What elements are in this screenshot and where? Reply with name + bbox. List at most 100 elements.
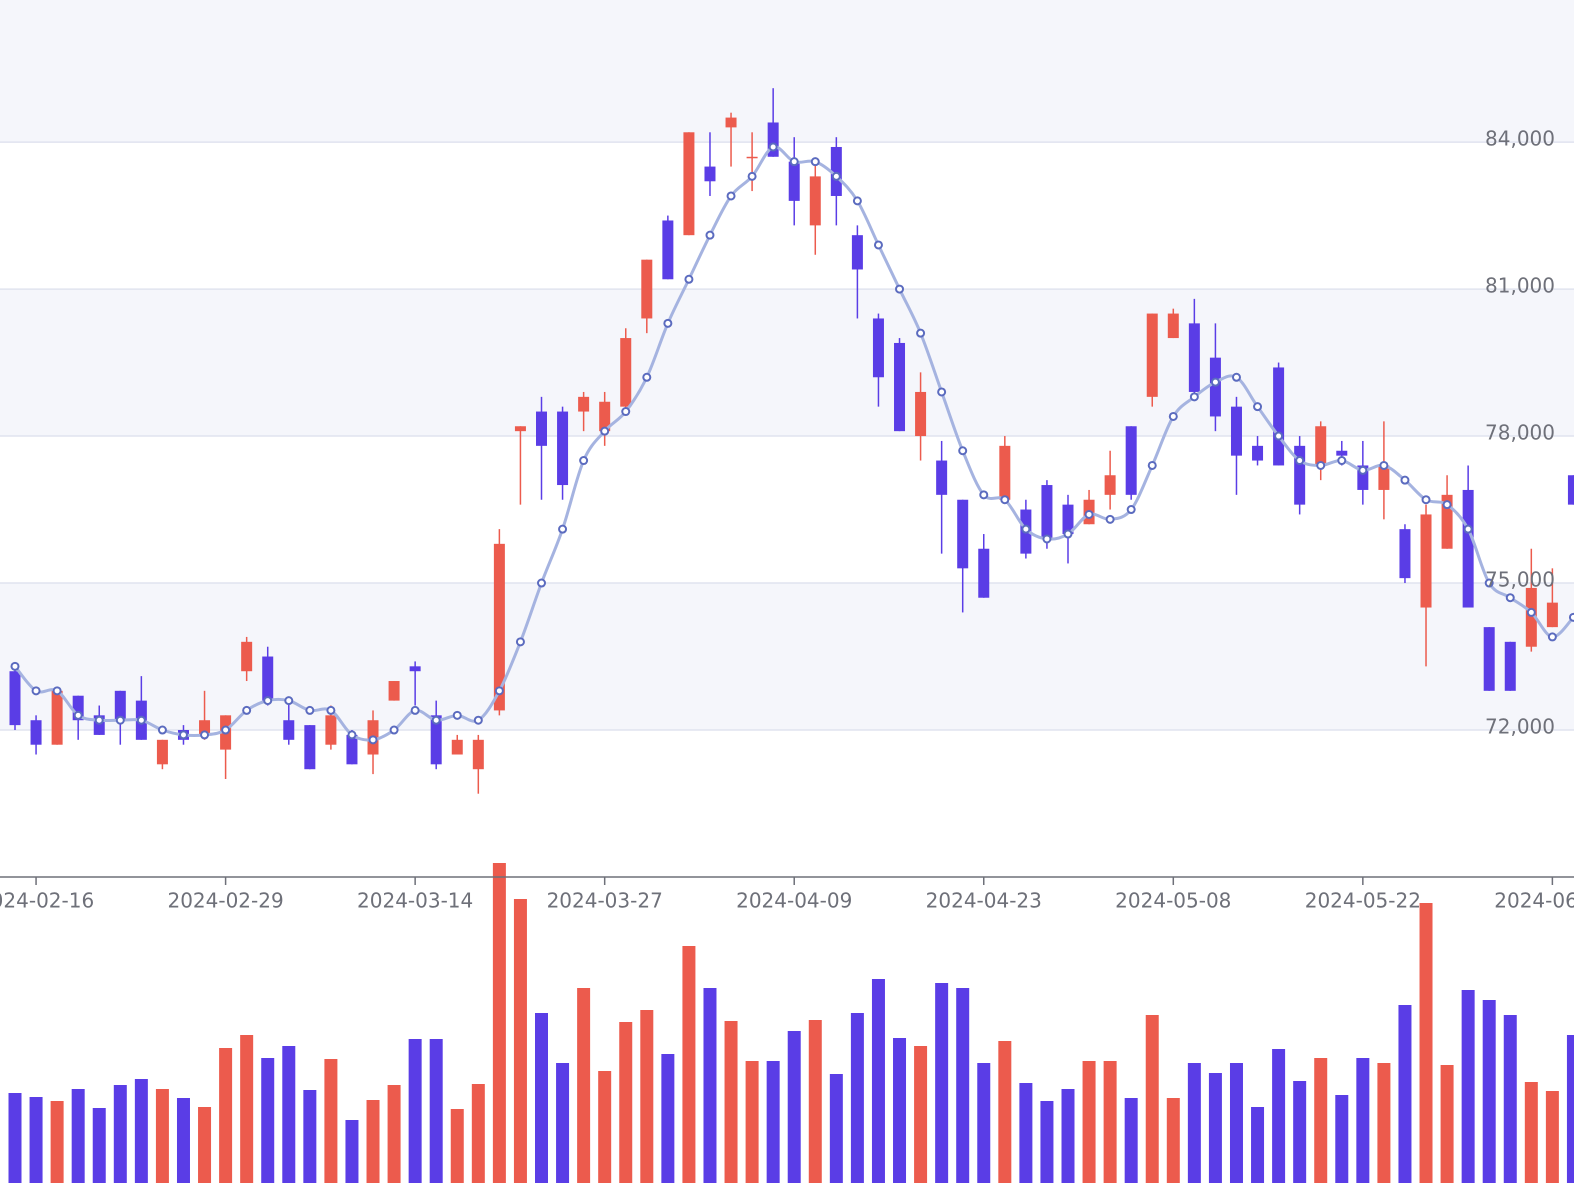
volume-bar bbox=[324, 1059, 338, 1183]
volume-bar bbox=[1566, 1035, 1574, 1183]
volume-bar bbox=[682, 946, 696, 1183]
volume-bar bbox=[850, 1013, 864, 1183]
volume-bar bbox=[219, 1048, 233, 1183]
volume-bar bbox=[808, 1020, 822, 1183]
candle-body bbox=[304, 725, 316, 770]
ma-point bbox=[726, 191, 736, 201]
candle-body bbox=[514, 426, 526, 432]
volume-bar bbox=[1377, 1063, 1391, 1183]
ma-point bbox=[515, 637, 525, 647]
ma-point bbox=[494, 686, 504, 696]
y-tick-label: 72,000 bbox=[1485, 715, 1555, 739]
y-tick-label: 75,000 bbox=[1485, 568, 1555, 592]
ma-point bbox=[1358, 465, 1368, 475]
ma-point bbox=[347, 730, 357, 740]
y-tick-label: 78,000 bbox=[1485, 421, 1555, 445]
ma-point bbox=[810, 157, 820, 167]
candle-body bbox=[51, 690, 63, 745]
volume-bar bbox=[1545, 1091, 1559, 1183]
ma-point bbox=[1231, 372, 1241, 382]
candle-body bbox=[1441, 494, 1453, 549]
volume-bar bbox=[450, 1109, 464, 1183]
candle-body bbox=[1252, 445, 1264, 461]
ma-point bbox=[1484, 578, 1494, 588]
x-tick-label: 2024-04-23 bbox=[926, 889, 1042, 913]
candle-body bbox=[1399, 529, 1411, 579]
ma-point bbox=[1547, 632, 1557, 642]
candle-body bbox=[1294, 445, 1306, 505]
candle-body bbox=[1504, 641, 1516, 691]
candle-body bbox=[683, 132, 695, 236]
ma-point bbox=[1505, 593, 1515, 603]
candle-body bbox=[851, 235, 863, 270]
candle-body bbox=[241, 641, 253, 672]
ma-point bbox=[1400, 475, 1410, 485]
candle-body bbox=[114, 690, 126, 721]
candle-body bbox=[1378, 465, 1390, 490]
volume-bar bbox=[1503, 1015, 1517, 1183]
ma-point bbox=[937, 387, 947, 397]
volume-bar bbox=[703, 988, 717, 1183]
candle-body bbox=[262, 656, 274, 701]
candle-body bbox=[93, 715, 105, 735]
ma-point bbox=[94, 715, 104, 725]
volume-bar bbox=[1229, 1063, 1243, 1183]
candle-body bbox=[536, 411, 547, 446]
x-tick-label: 2024-05-22 bbox=[1305, 889, 1421, 913]
ma-point bbox=[958, 446, 968, 456]
ma-point bbox=[1021, 524, 1031, 534]
volume-bar bbox=[408, 1039, 422, 1183]
volume-bar bbox=[345, 1120, 359, 1183]
grid-band bbox=[0, 289, 1574, 437]
candle-body bbox=[662, 220, 674, 280]
volume-bar bbox=[829, 1074, 843, 1183]
ma-point bbox=[1063, 529, 1073, 539]
ma-point bbox=[368, 735, 378, 745]
ma-point bbox=[10, 661, 20, 671]
candle-body bbox=[409, 666, 421, 672]
volume-bar bbox=[1061, 1089, 1075, 1183]
ma-point bbox=[663, 318, 673, 328]
candle-body bbox=[641, 259, 653, 319]
candle-body bbox=[1188, 323, 1200, 392]
ma-point bbox=[579, 456, 589, 466]
ma-point bbox=[410, 705, 420, 715]
candle-body bbox=[1315, 426, 1327, 466]
ma-point bbox=[916, 328, 926, 338]
candle-body bbox=[346, 734, 358, 765]
candle-body bbox=[1462, 489, 1474, 608]
volume-bar bbox=[1040, 1101, 1054, 1183]
candle-body bbox=[999, 445, 1011, 500]
ma-point bbox=[684, 274, 694, 284]
volume-bar bbox=[1524, 1082, 1538, 1183]
volume-bar bbox=[176, 1098, 190, 1183]
candle-body bbox=[30, 720, 42, 745]
candle-body bbox=[872, 318, 884, 378]
volume-bar bbox=[766, 1061, 780, 1183]
ma-point bbox=[747, 171, 757, 181]
candle-body bbox=[915, 391, 927, 437]
candle-body bbox=[493, 543, 505, 711]
y-tick-label: 84,000 bbox=[1485, 127, 1555, 151]
volume-bar bbox=[50, 1101, 64, 1183]
ma-point bbox=[621, 407, 631, 417]
ma-point bbox=[1210, 377, 1220, 387]
grid-band bbox=[0, 583, 1574, 731]
volume-bar bbox=[619, 1022, 633, 1183]
volume-bar bbox=[303, 1090, 317, 1183]
volume-bar bbox=[1019, 1083, 1033, 1183]
candle-body bbox=[1146, 313, 1158, 397]
ma-point bbox=[831, 171, 841, 181]
candle-body bbox=[1209, 357, 1221, 417]
candle-body bbox=[599, 401, 611, 432]
ma-point bbox=[1316, 460, 1326, 470]
volume-bar bbox=[1251, 1107, 1265, 1183]
volume-bar bbox=[1440, 1065, 1454, 1183]
volume-bar bbox=[1166, 1098, 1180, 1183]
ma-point bbox=[1421, 495, 1431, 505]
ma-point bbox=[895, 284, 905, 294]
ma-point bbox=[157, 725, 167, 735]
candle-body bbox=[978, 548, 990, 598]
candle-body bbox=[578, 396, 590, 412]
